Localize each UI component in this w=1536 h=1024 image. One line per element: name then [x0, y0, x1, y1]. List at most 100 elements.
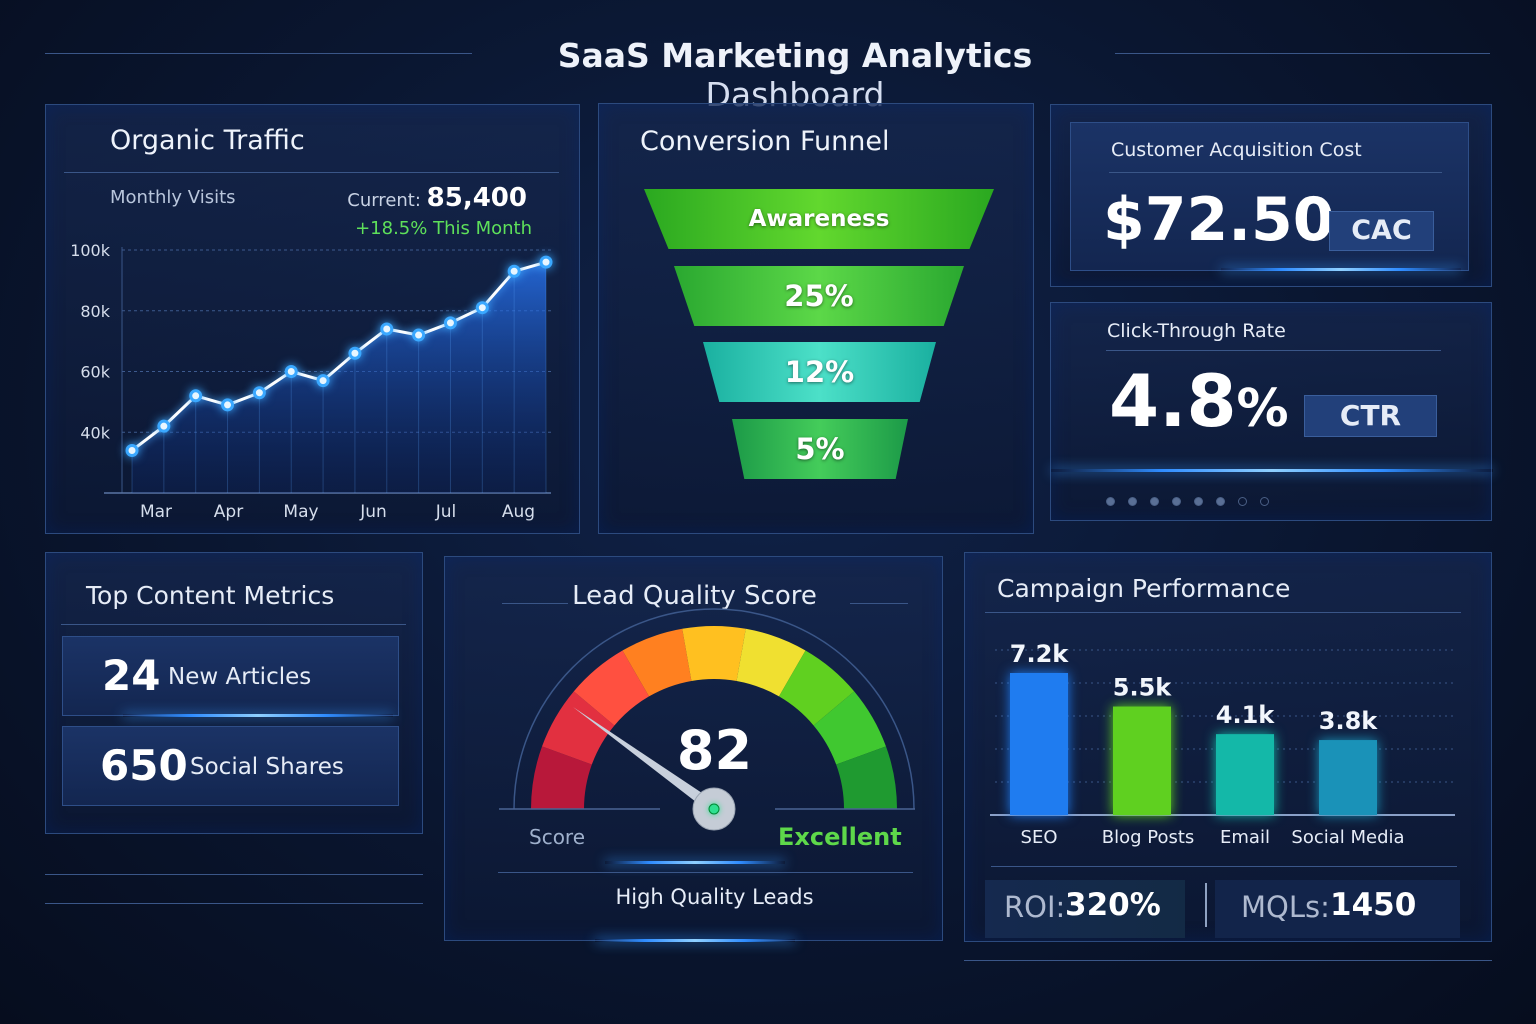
bar — [1216, 734, 1274, 815]
page-title: SaaS Marketing Analytics Dashboard — [480, 36, 1110, 114]
roi-value: 320% — [1065, 887, 1161, 923]
cac-value: $72.50 — [1103, 185, 1335, 255]
funnel-stage-label: 5% — [795, 432, 845, 466]
data-point — [380, 322, 394, 336]
gauge-segment — [736, 628, 806, 697]
bar-value-label: 3.8k — [1319, 707, 1379, 735]
funnel-stage-label: 25% — [784, 279, 854, 313]
campaign-bar-chart: 7.2k SEO 5.5k Blog Posts 4.1k Email 3.8k Social… — [990, 640, 1455, 848]
divider — [850, 603, 908, 604]
metric-label: Social Shares — [190, 754, 344, 780]
divider — [502, 603, 568, 604]
data-point — [316, 374, 330, 388]
divider — [1109, 172, 1442, 173]
panel-title: Lead Quality Score — [572, 581, 817, 611]
data-point — [539, 255, 553, 269]
data-point — [157, 419, 171, 433]
x-tick-label: May — [283, 502, 318, 522]
bar-value-label: 7.2k — [1010, 640, 1070, 668]
x-tick-label: Mar — [140, 502, 172, 522]
gauge-needle — [573, 707, 717, 812]
bar — [1010, 673, 1068, 815]
data-point — [443, 316, 457, 330]
pager-dot[interactable] — [1238, 497, 1247, 506]
mql-card: MQLs: 1450 — [1215, 880, 1460, 938]
gauge-min-label: Score — [529, 825, 586, 849]
gauge-segment — [531, 746, 592, 809]
conversion-funnel-panel: Conversion Funnel Awareness 25% 12% 5% — [598, 103, 1034, 534]
current-value: 85,400 — [426, 183, 527, 213]
divider — [1106, 350, 1441, 351]
gauge-segment — [622, 628, 692, 697]
current-label: Current: — [347, 190, 421, 211]
bar — [1113, 706, 1171, 815]
roi-card: ROI: 320% — [985, 880, 1185, 938]
data-point — [125, 443, 139, 457]
top-content-panel: Top Content Metrics 24 New Articles 650 … — [45, 552, 423, 834]
divider — [991, 866, 1457, 867]
divider — [45, 903, 423, 904]
bar-category-label: Blog Posts — [1102, 827, 1195, 848]
card-title: Customer Acquisition Cost — [1111, 139, 1362, 161]
pager-dots — [1106, 497, 1269, 506]
pager-dot[interactable] — [1150, 497, 1159, 506]
divider — [964, 960, 1492, 961]
lead-score-gauge — [499, 608, 915, 831]
pager-dot[interactable] — [1216, 497, 1225, 506]
campaign-performance-panel: Campaign Performance 7.2k SEO 5.5k Blog Pos… — [964, 552, 1492, 942]
y-tick-label: 80k — [80, 302, 110, 321]
cac-badge: CAC — [1329, 211, 1434, 251]
x-tick-label: Aug — [502, 502, 535, 522]
funnel-stage-label: 12% — [784, 355, 855, 389]
panel-title: Top Content Metrics — [86, 581, 335, 610]
lead-quality-panel: Lead Quality Score 82 Score Excellent Hi… — [444, 556, 943, 942]
header-divider-left — [45, 53, 472, 54]
bar — [1319, 740, 1377, 815]
data-point — [284, 365, 298, 378]
funnel-stage: 5% — [732, 419, 908, 479]
data-point — [189, 389, 203, 403]
panel-title: Organic Traffic — [110, 125, 305, 156]
data-point — [221, 398, 235, 412]
glow-accent — [123, 714, 393, 717]
pager-dot[interactable] — [1172, 497, 1181, 506]
pager-dot[interactable] — [1128, 497, 1137, 506]
data-point — [507, 264, 521, 278]
gauge-segment — [779, 650, 855, 726]
metric-label: New Articles — [168, 664, 312, 690]
ctr-value: 4.8% — [1109, 359, 1289, 443]
bar-value-label: 4.1k — [1216, 701, 1276, 729]
pager-dot[interactable] — [1194, 497, 1203, 506]
mql-value: 1450 — [1330, 887, 1417, 923]
y-tick-label: 100k — [70, 241, 111, 260]
data-point — [475, 301, 489, 315]
page-title-bold: SaaS Marketing Analytics — [557, 36, 1033, 75]
cac-panel: Customer Acquisition Cost $72.50 CAC — [1050, 104, 1492, 287]
pager-dot[interactable] — [1260, 497, 1269, 506]
metric-social-shares: 650 Social Shares — [62, 726, 399, 806]
divider — [64, 172, 559, 173]
funnel-stage-label: Awareness — [748, 206, 890, 232]
divider — [985, 612, 1461, 613]
traffic-line-chart: 40k 60k 80k 100k Mar Apr May Jun Jul Aug — [70, 241, 553, 522]
glow-accent — [605, 861, 785, 864]
gauge-segment — [813, 691, 886, 765]
gauge-segment — [682, 626, 746, 681]
gauge-segment — [836, 746, 897, 809]
gauge-rating-label: Excellent — [778, 823, 902, 851]
ctr-panel: Click-Through Rate 4.8% CTR — [1050, 302, 1493, 521]
roi-label: ROI: — [1004, 890, 1066, 924]
panel-title: Conversion Funnel — [640, 126, 890, 157]
data-point — [252, 386, 266, 400]
pager-dot[interactable] — [1106, 497, 1115, 506]
gauge-segment — [542, 691, 615, 765]
panel-title: Campaign Performance — [997, 574, 1291, 603]
x-tick-label: Jun — [359, 502, 387, 522]
gauge-segment — [573, 650, 649, 726]
divider — [61, 624, 406, 625]
ctr-unit: % — [1236, 379, 1289, 439]
data-point — [348, 346, 362, 360]
funnel-stage: Awareness — [644, 189, 994, 249]
lead-footer: High Quality Leads — [615, 885, 814, 909]
header-divider-right — [1115, 53, 1490, 54]
